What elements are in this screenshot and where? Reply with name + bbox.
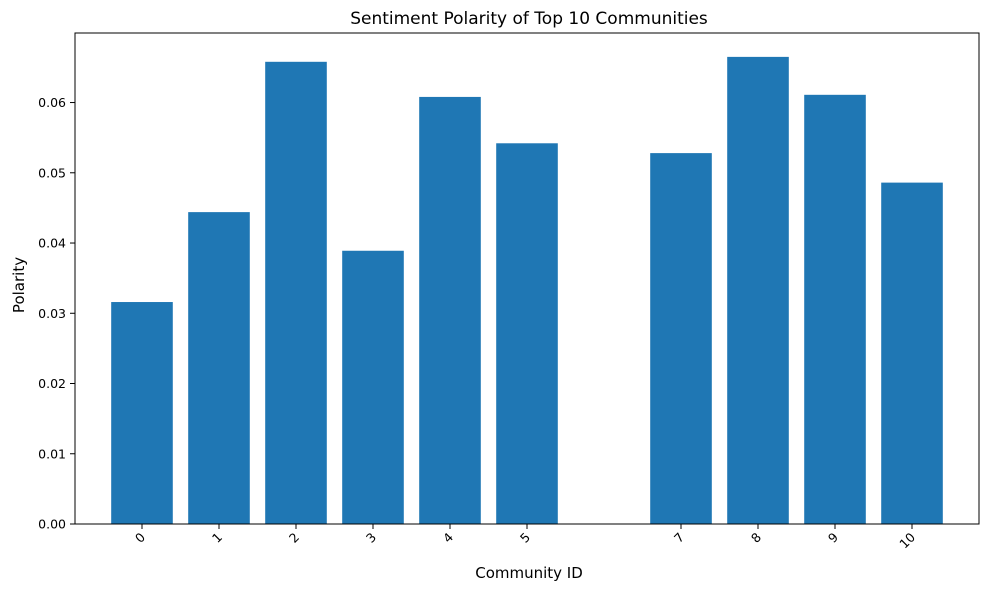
bar-4: [419, 96, 481, 524]
x-tick-label: 10: [896, 529, 918, 551]
bar-8: [727, 56, 789, 524]
x-tick-label: 4: [440, 529, 456, 545]
x-tick-label: 8: [748, 529, 764, 545]
y-axis-label: Polarity: [10, 257, 28, 313]
y-tick-label: 0.00: [38, 517, 66, 532]
x-tick-label: 2: [286, 530, 302, 546]
x-tick-label: 7: [671, 530, 687, 546]
x-tick-label: 9: [825, 529, 841, 545]
bar-9: [804, 94, 866, 524]
y-tick-label: 0.04: [38, 236, 66, 251]
bar-2: [265, 61, 327, 524]
y-tick-label: 0.01: [38, 446, 66, 461]
bar-3: [342, 250, 404, 524]
y-tick-label: 0.05: [38, 165, 66, 180]
x-tick-label: 1: [209, 530, 225, 546]
bar-5: [496, 143, 558, 524]
y-tick-label: 0.03: [38, 306, 66, 321]
x-axis-label: Community ID: [475, 564, 583, 582]
y-tick-label: 0.06: [38, 95, 66, 110]
bar-1: [188, 212, 250, 524]
x-tick-label: 5: [517, 530, 533, 546]
bar-10: [881, 182, 943, 524]
y-tick-label: 0.02: [38, 376, 66, 391]
bar-7: [650, 153, 712, 524]
chart-title: Sentiment Polarity of Top 10 Communities: [350, 9, 708, 29]
bar-0: [111, 302, 173, 524]
x-tick-label: 0: [132, 529, 148, 545]
plot-area: 0.00 0.01 0.02 0.03 0.04 0.05 0.06 0 1 2 3 4 5 7 8 9 10: [38, 32, 980, 551]
x-tick-label: 3: [363, 530, 379, 546]
